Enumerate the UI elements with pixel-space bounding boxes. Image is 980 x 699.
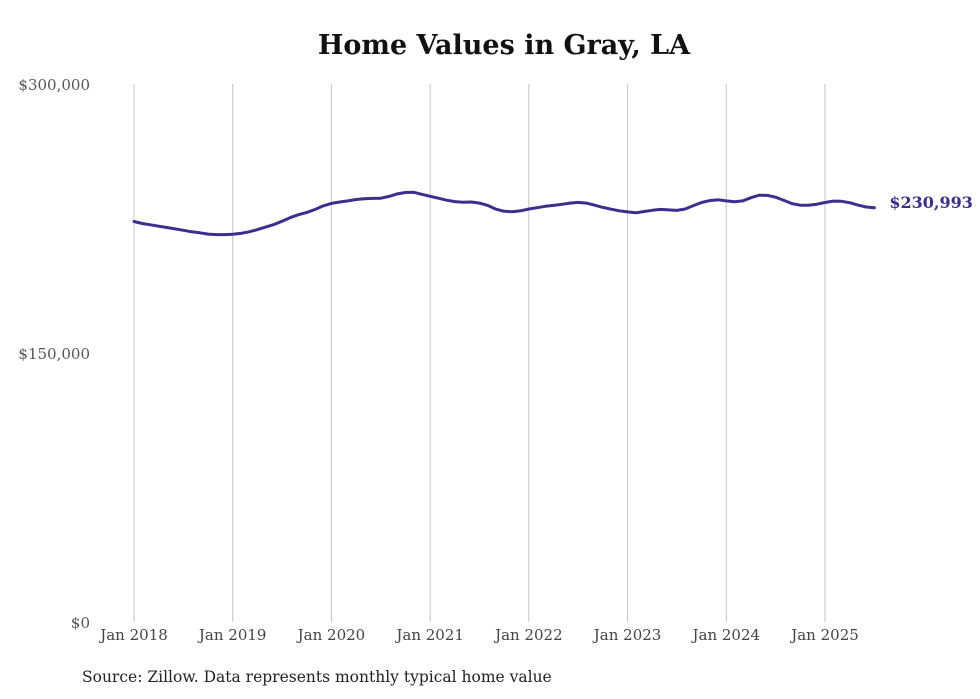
- x-tick-label: Jan 2025: [789, 626, 859, 644]
- y-tick-label: $300,000: [18, 76, 90, 94]
- x-tick-label: Jan 2020: [296, 626, 366, 644]
- x-tick-label: Jan 2019: [197, 626, 267, 644]
- y-tick-label: $0: [71, 614, 90, 632]
- end-value-label: $230,993: [889, 193, 973, 212]
- source-note: Source: Zillow. Data represents monthly …: [82, 668, 552, 686]
- y-axis-ticks: $0 $150,000 $300,000: [18, 76, 90, 632]
- y-tick-label: $150,000: [18, 345, 90, 363]
- series-layer: [132, 190, 876, 237]
- series-line: [132, 190, 876, 237]
- x-tick-label: Jan 2018: [98, 626, 168, 644]
- end-label-layer: $230,993: [889, 193, 973, 212]
- x-tick-label: Jan 2024: [691, 626, 761, 644]
- x-tick-label: Jan 2022: [493, 626, 563, 644]
- gridlines: [133, 84, 826, 622]
- x-tick-label: Jan 2023: [592, 626, 662, 644]
- x-axis-ticks: Jan 2018 Jan 2019 Jan 2020 Jan 2021 Jan 2022…: [98, 626, 859, 644]
- x-tick-label: Jan 2021: [394, 626, 464, 644]
- chart-title: Home Values in Gray, LA: [317, 30, 691, 61]
